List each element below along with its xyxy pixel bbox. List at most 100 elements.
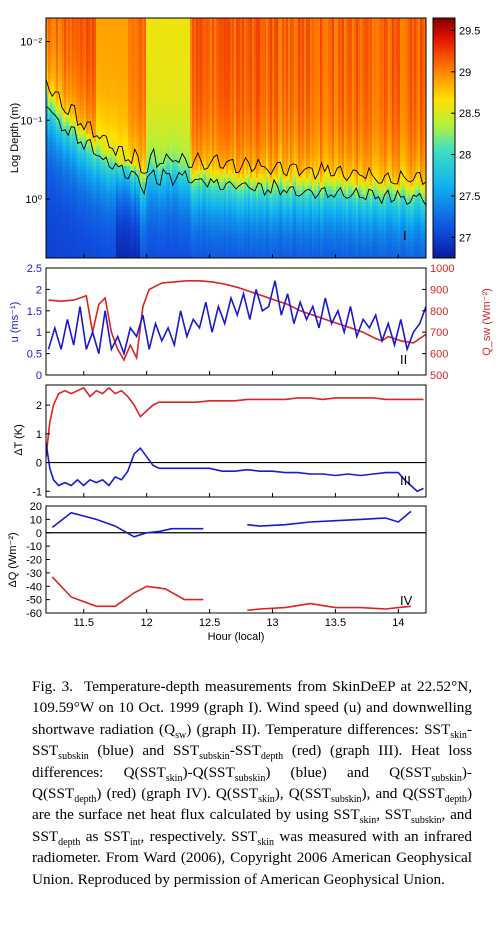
heatmap-cell (108, 214, 111, 219)
heatmap-cell (46, 218, 49, 223)
heatmap-cell (202, 162, 205, 167)
heatmap-cell (74, 170, 77, 175)
heatmap-cell (70, 42, 73, 47)
heatmap-cell (124, 182, 127, 187)
heatmap-cell (178, 222, 181, 227)
heatmap-cell (142, 46, 145, 51)
heatmap-cell (208, 106, 211, 111)
heatmap-cell (96, 98, 99, 103)
heatmap-cell (68, 138, 71, 143)
heatmap-cell (60, 66, 63, 71)
heatmap-cell (126, 78, 129, 83)
heatmap-cell (46, 182, 49, 187)
heatmap-cell (124, 198, 127, 203)
heatmap-cell (60, 226, 63, 231)
heatmap-cell (204, 162, 207, 167)
heatmap-cell (176, 98, 179, 103)
heatmap-cell (66, 46, 69, 51)
heatmap-cell (180, 50, 183, 55)
heatmap-cell (140, 254, 143, 258)
heatmap-cell (90, 190, 93, 195)
heatmap-cell (82, 186, 85, 191)
heatmap-cell (64, 198, 67, 203)
heatmap-cell (58, 90, 61, 95)
heatmap-cell (202, 50, 205, 55)
heatmap-cell (80, 106, 83, 111)
heatmap-cell (194, 54, 197, 59)
heatmap-cell (182, 22, 185, 27)
heatmap-cell (166, 102, 169, 107)
heatmap-cell (98, 234, 101, 239)
heatmap-cell (70, 74, 73, 79)
heatmap-cell (144, 162, 147, 167)
heatmap-cell (62, 210, 65, 215)
heatmap-cell (178, 38, 181, 43)
heatmap-cell (50, 50, 53, 55)
heatmap-cell (96, 194, 99, 199)
heatmap-cell (74, 194, 77, 199)
heatmap-cell (132, 18, 135, 23)
heatmap-cell (52, 226, 55, 231)
heatmap-cell (120, 94, 123, 99)
heatmap-cell (154, 238, 157, 243)
heatmap-cell (184, 226, 187, 231)
heatmap-cell (158, 134, 161, 139)
heatmap-cell (156, 114, 159, 119)
heatmap-cell (186, 134, 189, 139)
heatmap-cell (46, 170, 49, 175)
heatmap-cell (58, 46, 61, 51)
heatmap-cell (100, 118, 103, 123)
heatmap-cell (166, 178, 169, 183)
heatmap-cell (100, 50, 103, 55)
heatmap-cell (104, 162, 107, 167)
heatmap-cell (100, 218, 103, 223)
heatmap-cell (204, 130, 207, 135)
heatmap-cell (190, 22, 193, 27)
heatmap-cell (120, 194, 123, 199)
heatmap-cell (104, 214, 107, 219)
heatmap-cell (86, 102, 89, 107)
heatmap-cell (72, 110, 75, 115)
heatmap-cell (210, 238, 213, 243)
heatmap-cell (210, 242, 213, 247)
heatmap-cell (52, 174, 55, 179)
heatmap-cell (120, 38, 123, 43)
heatmap-cell (122, 198, 125, 203)
heatmap-cell (64, 190, 67, 195)
heatmap-cell (76, 210, 79, 215)
heatmap-cell (178, 30, 181, 35)
heatmap-cell (126, 86, 129, 91)
heatmap-cell (184, 206, 187, 211)
heatmap-cell (116, 50, 119, 55)
heatmap-cell (158, 210, 161, 215)
heatmap-cell (130, 62, 133, 67)
heatmap-cell (146, 18, 149, 23)
heatmap-cell (56, 138, 59, 143)
heatmap-cell (122, 126, 125, 131)
heatmap-cell (202, 26, 205, 31)
heatmap-cell (50, 142, 53, 147)
heatmap-cell (148, 242, 151, 247)
heatmap-cell (116, 138, 119, 143)
heatmap-cell (168, 138, 171, 143)
heatmap-cell (210, 126, 213, 131)
heatmap-cell (116, 178, 119, 183)
heatmap-cell (122, 142, 125, 147)
heatmap-cell (114, 110, 117, 115)
heatmap-cell (118, 34, 121, 39)
heatmap-cell (100, 210, 103, 215)
heatmap-cell (116, 166, 119, 171)
heatmap-cell (62, 238, 65, 243)
heatmap-cell (202, 222, 205, 227)
heatmap-cell (46, 130, 49, 135)
heatmap-cell (168, 90, 171, 95)
heatmap-cell (166, 234, 169, 239)
heatmap-cell (162, 206, 165, 211)
heatmap-cell (86, 170, 89, 175)
heatmap-cell (96, 78, 99, 83)
heatmap-cell (106, 134, 109, 139)
heatmap-cell (192, 30, 195, 35)
heatmap-cell (172, 98, 175, 103)
heatmap-cell (122, 114, 125, 119)
heatmap-cell (192, 98, 195, 103)
